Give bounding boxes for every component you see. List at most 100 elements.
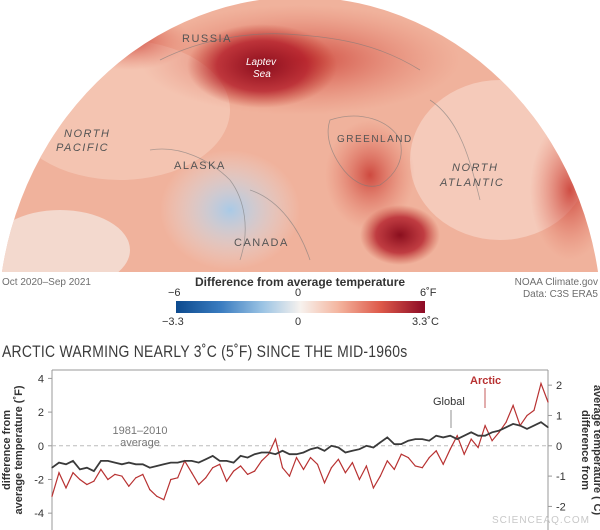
data-point-arctic <box>295 457 298 459</box>
data-point-arctic <box>477 446 479 449</box>
series-line-global <box>51 421 549 473</box>
data-point-global <box>163 463 165 465</box>
data-point-arctic <box>142 473 144 475</box>
data-point-global <box>79 468 81 470</box>
label-north-pacific-1: NORTH <box>64 128 110 140</box>
label-russia: RUSSIA <box>182 33 232 45</box>
data-point-global <box>372 446 374 449</box>
data-point-global <box>240 455 242 457</box>
data-point-arctic <box>219 463 221 465</box>
data-point-arctic <box>421 467 423 469</box>
data-point-arctic <box>107 478 109 481</box>
data-point-arctic <box>281 467 284 469</box>
data-point-arctic <box>198 483 200 486</box>
ytick-right-label: 1 <box>556 410 562 422</box>
ytick-left-label: 4 <box>38 373 44 385</box>
label-laptev-1: Laptev <box>246 57 277 68</box>
data-point-arctic <box>393 468 395 470</box>
data-point-global <box>295 453 298 455</box>
watermark: SCIENCEAQ.COM <box>491 515 590 526</box>
data-point-arctic <box>79 478 81 481</box>
data-point-global <box>149 467 151 469</box>
data-point-arctic <box>533 409 535 411</box>
ytick-right-label: -2 <box>556 501 566 513</box>
data-point-global <box>393 443 395 445</box>
data-point-arctic <box>323 482 326 484</box>
data-point-global <box>156 465 158 467</box>
data-point-global <box>247 457 249 459</box>
data-point-global <box>114 462 116 464</box>
data-point-global <box>442 436 444 438</box>
data-point-global <box>274 453 277 455</box>
data-point-arctic <box>358 478 360 481</box>
data-point-global <box>505 426 507 428</box>
scale-f-mid: 0 <box>295 287 302 299</box>
data-point-arctic <box>240 465 242 467</box>
ytick-left-label: 0 <box>38 441 44 453</box>
data-point-arctic <box>463 453 465 455</box>
data-point-global <box>288 453 291 455</box>
data-point-global <box>449 435 451 437</box>
ylabel-left-2: average temperature (˚F) <box>13 385 25 514</box>
arctic-temperature-map: RUSSIA Laptev Sea NORTH PACIFIC ALASKA G… <box>0 0 600 272</box>
baseline-label-1: 1981–2010 <box>112 425 167 437</box>
data-point-global <box>337 446 339 449</box>
data-point-arctic <box>212 467 214 469</box>
data-point-global <box>51 467 53 469</box>
data-point-global <box>344 451 346 454</box>
data-point-global <box>177 462 179 464</box>
data-point-global <box>170 462 172 464</box>
data-point-arctic <box>65 487 67 489</box>
data-point-global <box>93 470 95 472</box>
ytick-left-label: -2 <box>34 474 44 486</box>
data-point-arctic <box>288 475 291 477</box>
data-point-arctic <box>491 440 493 442</box>
annotation-arctic: Arctic <box>470 375 501 387</box>
data-point-arctic <box>470 438 472 440</box>
data-point-arctic <box>100 468 102 470</box>
data-point-arctic <box>254 470 256 472</box>
data-point-global <box>212 455 214 457</box>
data-point-global <box>519 425 521 427</box>
data-point-global <box>386 436 388 438</box>
data-point-arctic <box>149 489 151 491</box>
data-point-global <box>86 467 88 469</box>
data-point-arctic <box>177 477 179 479</box>
data-point-arctic <box>72 472 74 474</box>
data-point-arctic <box>226 480 228 482</box>
map-period: Oct 2020–Sep 2021 <box>2 277 91 288</box>
data-point-global <box>358 448 360 450</box>
data-point-arctic <box>547 401 549 403</box>
data-point-global <box>58 462 60 464</box>
data-point-arctic <box>58 472 60 474</box>
data-point-arctic <box>233 470 235 472</box>
data-point-arctic <box>170 478 172 481</box>
series-line-arctic <box>51 381 549 501</box>
data-point-arctic <box>505 421 507 423</box>
scale-f-max: 6˚F <box>420 287 437 299</box>
ytick-right-label: -1 <box>556 471 566 483</box>
data-point-global <box>191 460 193 462</box>
data-point-arctic <box>121 475 123 477</box>
label-north-atlantic-2: ATLANTIC <box>439 177 504 189</box>
data-point-arctic <box>365 465 367 467</box>
data-point-arctic <box>407 457 409 459</box>
data-point-global <box>219 460 221 462</box>
data-point-arctic <box>261 460 263 462</box>
data-point-arctic <box>372 487 374 489</box>
data-point-arctic <box>330 467 332 469</box>
data-point-arctic <box>351 462 353 464</box>
coastlines <box>149 33 481 261</box>
data-point-arctic <box>163 499 165 501</box>
scale-title: Difference from average temperature <box>194 275 406 289</box>
data-point-arctic <box>128 485 130 487</box>
chart-headline: ARCTIC WARMING NEARLY 3˚C (5˚F) SINCE TH… <box>2 342 408 361</box>
data-point-global <box>414 438 416 440</box>
data-point-arctic <box>337 458 339 460</box>
data-point-arctic <box>309 457 312 459</box>
data-point-global <box>226 460 228 462</box>
data-point-global <box>351 450 353 452</box>
data-point-global <box>233 462 235 464</box>
data-point-global <box>456 438 458 440</box>
ytick-right-label: 0 <box>556 441 562 453</box>
